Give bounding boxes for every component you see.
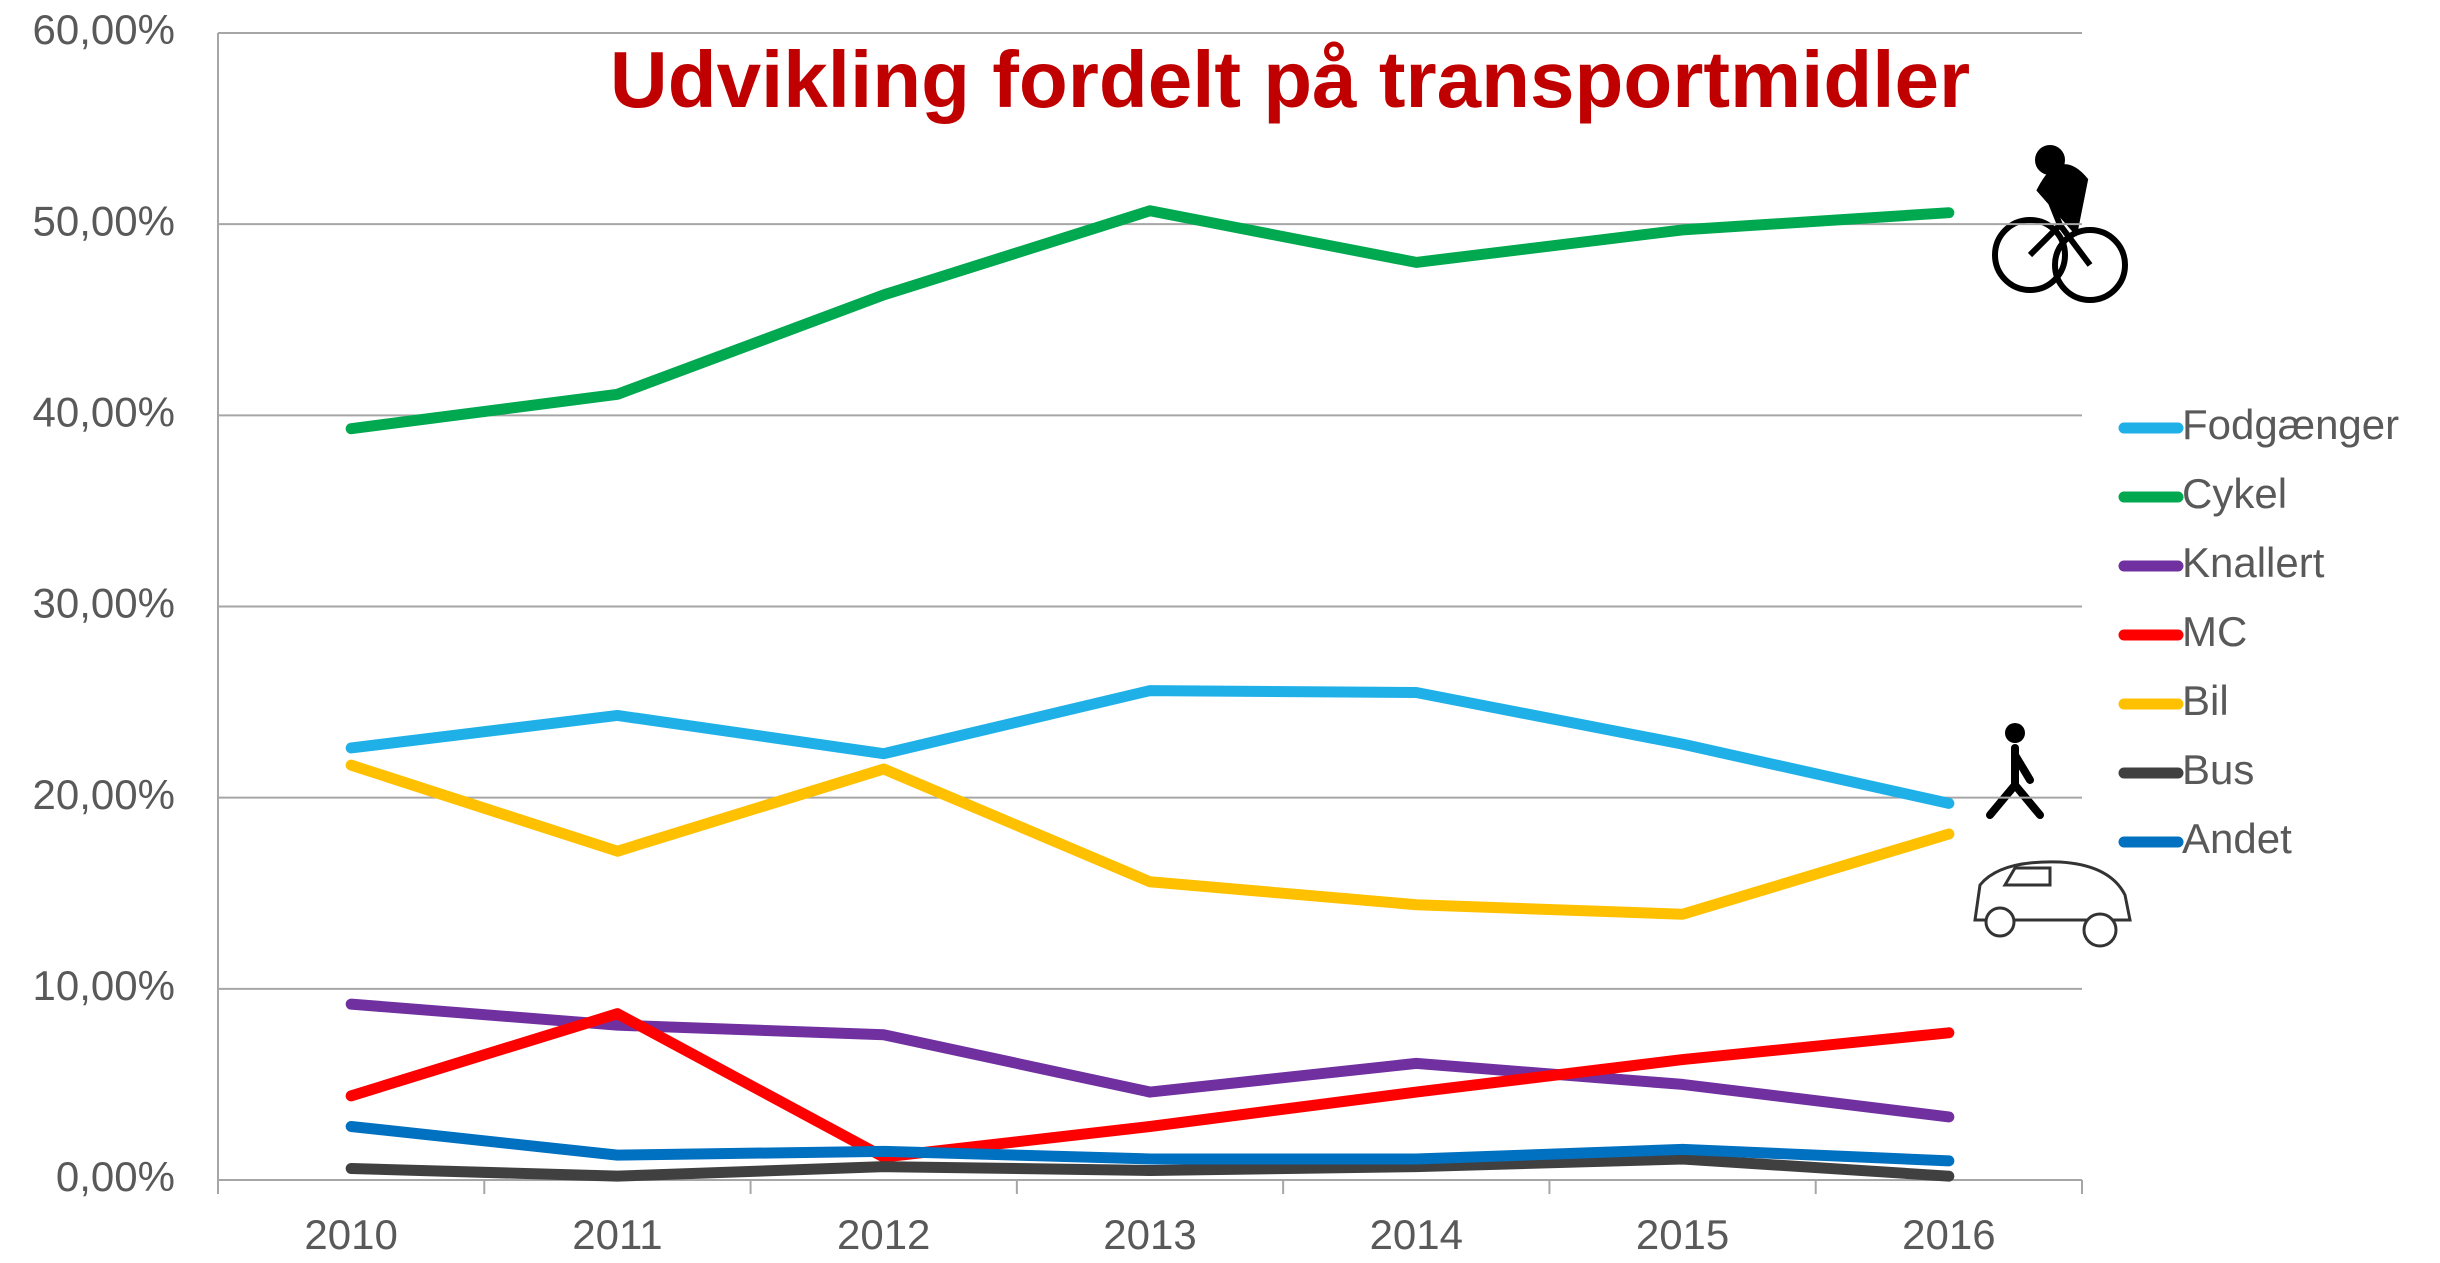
legend-label: Fodgænger xyxy=(2182,401,2399,448)
y-tick-label: 0,00% xyxy=(56,1153,175,1200)
legend-label: MC xyxy=(2182,608,2247,655)
legend-label: Cykel xyxy=(2182,470,2287,517)
legend-label: Knallert xyxy=(2182,539,2325,586)
car-icon xyxy=(1975,862,2130,946)
series-line xyxy=(351,691,1949,804)
y-tick-label: 30,00% xyxy=(33,580,175,627)
x-tick-label: 2016 xyxy=(1902,1211,1995,1258)
x-tick-label: 2010 xyxy=(304,1211,397,1258)
x-tick-label: 2011 xyxy=(572,1211,662,1258)
chart: Udvikling fordelt på transportmidler 0,0… xyxy=(0,0,2440,1258)
x-tick-label: 2015 xyxy=(1636,1211,1729,1258)
x-tick-label: 2013 xyxy=(1103,1211,1196,1258)
legend-label: Bus xyxy=(2182,746,2254,793)
y-tick-label: 10,00% xyxy=(33,962,175,1009)
chart-title: Udvikling fordelt på transportmidler xyxy=(610,35,1970,124)
y-tick-label: 20,00% xyxy=(33,771,175,818)
y-tick-label: 50,00% xyxy=(33,197,175,244)
series-line xyxy=(351,211,1949,429)
page: {"chart_data": {"type": "line", "title":… xyxy=(0,0,2440,1258)
x-tick-label: 2012 xyxy=(837,1211,930,1258)
y-tick-label: 40,00% xyxy=(33,388,175,435)
y-tick-label: 60,00% xyxy=(33,6,175,53)
series-line xyxy=(351,765,1949,914)
legend-label: Bil xyxy=(2182,677,2229,724)
x-tick-label: 2014 xyxy=(1370,1211,1463,1258)
legend-label: Andet xyxy=(2182,815,2292,862)
pedestrian-icon xyxy=(1990,723,2040,815)
